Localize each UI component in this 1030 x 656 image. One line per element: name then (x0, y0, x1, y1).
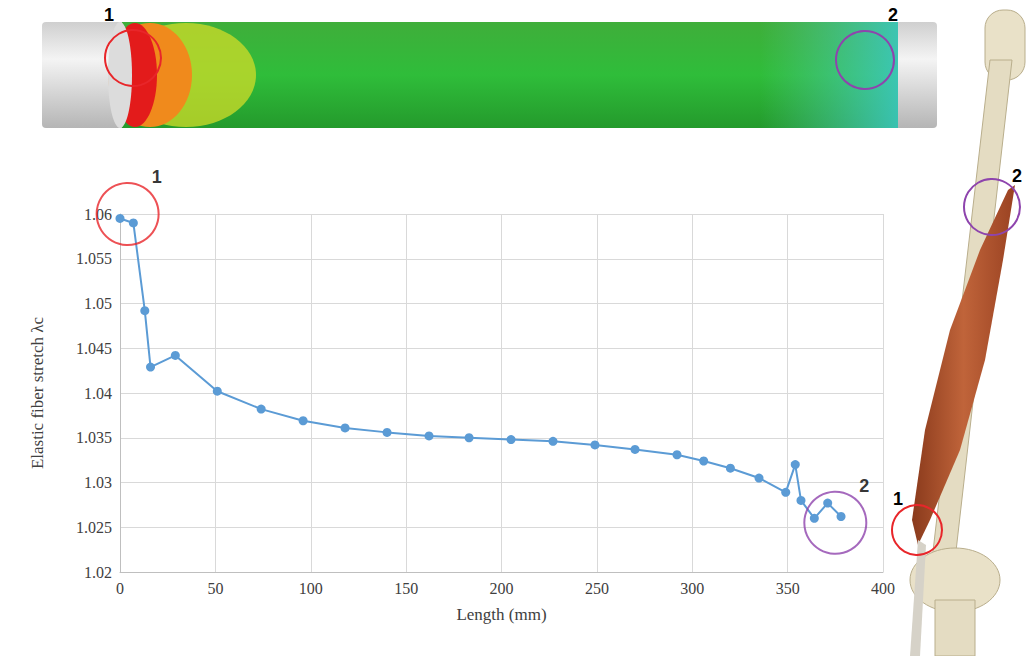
svg-text:250: 250 (585, 580, 609, 597)
svg-text:1.04: 1.04 (84, 385, 112, 402)
svg-text:1.03: 1.03 (84, 474, 112, 491)
svg-text:Length (mm): Length (mm) (456, 605, 546, 624)
svg-text:150: 150 (394, 580, 418, 597)
svg-text:400: 400 (871, 580, 895, 597)
svg-text:1.035: 1.035 (76, 429, 112, 446)
svg-text:1.02: 1.02 (84, 564, 112, 581)
svg-text:1.05: 1.05 (84, 295, 112, 312)
svg-text:50: 50 (207, 580, 223, 597)
svg-text:2: 2 (1012, 166, 1022, 186)
svg-text:1: 1 (893, 489, 903, 509)
svg-text:Elastic fiber stretch λc: Elastic fiber stretch λc (28, 316, 47, 469)
svg-text:1.045: 1.045 (76, 340, 112, 357)
svg-text:200: 200 (490, 580, 514, 597)
svg-text:1: 1 (152, 167, 162, 187)
svg-text:300: 300 (680, 580, 704, 597)
svg-text:0: 0 (116, 580, 124, 597)
svg-text:2: 2 (888, 5, 898, 25)
svg-text:1: 1 (104, 5, 114, 25)
svg-text:350: 350 (776, 580, 800, 597)
svg-text:1.055: 1.055 (76, 250, 112, 267)
svg-text:1.025: 1.025 (76, 519, 112, 536)
svg-text:2: 2 (859, 476, 869, 496)
svg-text:100: 100 (299, 580, 323, 597)
